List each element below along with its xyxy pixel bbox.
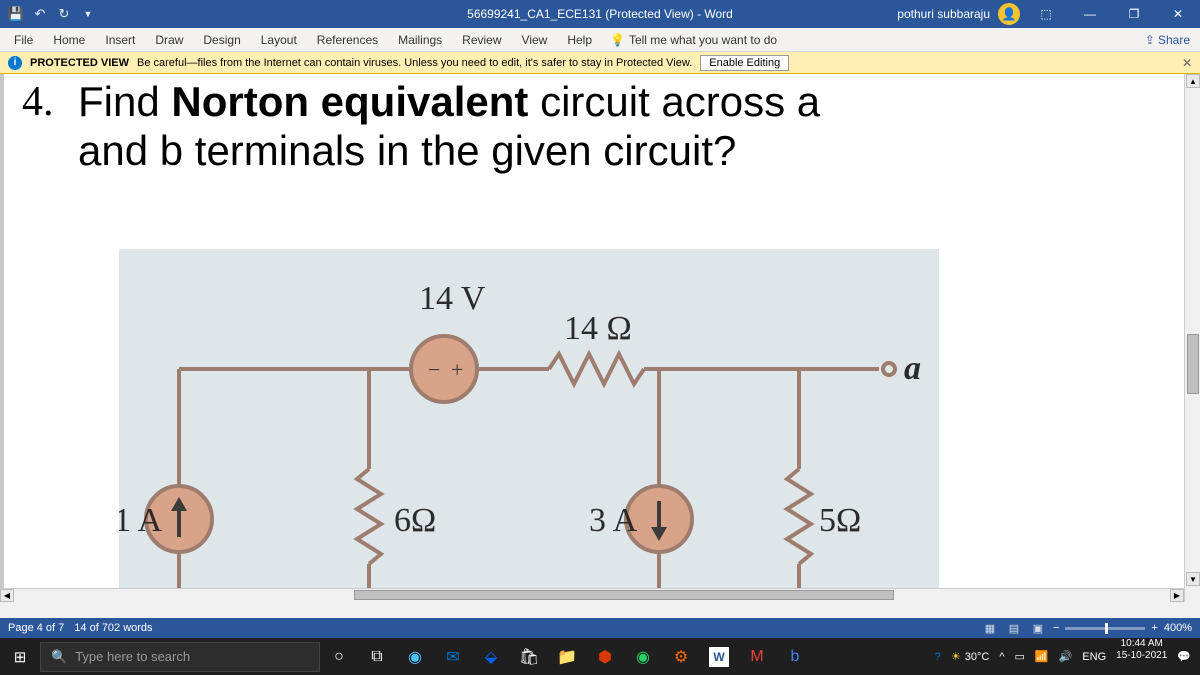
app-icon[interactable]: b [776, 638, 814, 675]
mail-icon[interactable]: ✉ [434, 638, 472, 675]
word-icon[interactable]: W [709, 647, 729, 667]
share-button[interactable]: ⇪ Share [1139, 31, 1196, 49]
volume-icon[interactable]: 🔊 [1054, 638, 1078, 675]
clock[interactable]: 10:44 AM 15-10-2021 [1111, 638, 1172, 675]
r5-label: 5Ω [819, 502, 861, 539]
cortana-icon[interactable]: ○ [320, 638, 358, 675]
tab-references[interactable]: References [307, 29, 388, 51]
ribbon-tabs: File Home Insert Draw Design Layout Refe… [0, 28, 1200, 52]
tab-mailings[interactable]: Mailings [388, 29, 452, 51]
scroll-down-icon[interactable]: ▼ [1186, 572, 1200, 586]
tab-file[interactable]: File [4, 29, 43, 51]
read-mode-icon[interactable]: ▦ [981, 620, 999, 636]
lightbulb-icon: 💡 [610, 33, 625, 47]
tell-me-box[interactable]: 💡 Tell me what you want to do [602, 33, 785, 47]
scroll-up-icon[interactable]: ▲ [1186, 74, 1200, 88]
svg-text:−: − [428, 357, 440, 382]
sun-icon: ☀ [951, 650, 961, 663]
tab-home[interactable]: Home [43, 29, 95, 51]
store-icon[interactable]: 🛍 [510, 638, 548, 675]
enable-editing-button[interactable]: Enable Editing [700, 55, 789, 71]
tab-help[interactable]: Help [557, 29, 602, 51]
terminal-a: a [904, 350, 921, 387]
maximize-button[interactable]: ❐ [1116, 0, 1152, 28]
settings-icon[interactable]: ⚙ [662, 638, 700, 675]
hscroll-thumb[interactable] [354, 590, 894, 600]
tab-view[interactable]: View [512, 29, 558, 51]
r-top-label: 14 Ω [564, 310, 632, 347]
scroll-thumb[interactable] [1187, 334, 1199, 394]
gmail-icon[interactable]: M [738, 638, 776, 675]
protected-view-bar: i PROTECTED VIEW Be careful—files from t… [0, 52, 1200, 74]
notifications-icon[interactable]: 💬 [1172, 638, 1196, 675]
zoom-slider[interactable] [1065, 627, 1145, 630]
undo-icon[interactable]: ↶ [32, 6, 48, 22]
scroll-left-icon[interactable]: ◀ [0, 589, 14, 602]
info-icon: i [8, 56, 22, 70]
language-indicator[interactable]: ENG [1077, 638, 1111, 675]
close-protected-bar-icon[interactable]: ✕ [1182, 56, 1192, 70]
help-icon[interactable]: ? [930, 638, 946, 675]
window-title: 56699241_CA1_ECE131 (Protected View) - W… [467, 7, 733, 21]
whatsapp-icon[interactable]: ◉ [624, 638, 662, 675]
zoom-level[interactable]: 400% [1164, 622, 1192, 634]
svg-text:+: + [451, 357, 463, 382]
protected-message: Be careful—files from the Internet can c… [137, 57, 692, 69]
edge-icon[interactable]: ◉ [396, 638, 434, 675]
start-button[interactable]: ⊞ [0, 638, 40, 675]
tab-review[interactable]: Review [452, 29, 511, 51]
tab-layout[interactable]: Layout [251, 29, 307, 51]
page-indicator[interactable]: Page 4 of 7 [8, 622, 64, 634]
document-page: 4. Find Norton equivalent circuit across… [4, 74, 1196, 602]
zoom-out-icon[interactable]: − [1053, 622, 1059, 634]
save-icon[interactable]: 💾 [8, 6, 24, 22]
task-view-icon[interactable]: ⧉ [358, 638, 396, 675]
i1-label: 1 A [119, 502, 163, 539]
wifi-icon[interactable]: 📶 [1030, 638, 1054, 675]
zoom-in-icon[interactable]: + [1151, 622, 1157, 634]
office-icon[interactable]: ⬢ [586, 638, 624, 675]
taskbar-search[interactable]: 🔍 Type here to search [40, 642, 320, 672]
tab-design[interactable]: Design [193, 29, 250, 51]
scroll-right-icon[interactable]: ▶ [1170, 589, 1184, 602]
web-layout-icon[interactable]: ▣ [1029, 620, 1047, 636]
search-icon: 🔍 [51, 649, 67, 665]
redo-icon[interactable]: ↻ [56, 6, 72, 22]
circuit-diagram: − + 14 V 14 Ω 1 A 6Ω 3 A 5Ω a b [119, 249, 939, 602]
question-text: Find Norton equivalent circuit across a … [78, 78, 820, 177]
status-bar: Page 4 of 7 14 of 702 words ▦ ▤ ▣ − + 40… [0, 618, 1200, 638]
protected-label: PROTECTED VIEW [30, 57, 129, 69]
horizontal-scrollbar[interactable]: ◀ ▶ [0, 588, 1184, 602]
share-icon: ⇪ [1145, 33, 1155, 47]
question-number: 4. [22, 78, 78, 177]
word-count[interactable]: 14 of 702 words [74, 622, 152, 634]
explorer-icon[interactable]: 📁 [548, 638, 586, 675]
user-name: pothuri subbaraju [897, 7, 990, 21]
taskbar: ⊞ 🔍 Type here to search ○ ⧉ ◉ ✉ ⬙ 🛍 📁 ⬢ … [0, 638, 1200, 675]
chevron-up-icon[interactable]: ^ [994, 638, 1009, 675]
dropbox-icon[interactable]: ⬙ [472, 638, 510, 675]
battery-icon[interactable]: ▭ [1009, 638, 1029, 675]
print-layout-icon[interactable]: ▤ [1005, 620, 1023, 636]
r6-label: 6Ω [394, 502, 436, 539]
minimize-button[interactable]: — [1072, 0, 1108, 28]
voltage-label: 14 V [419, 280, 486, 317]
ribbon-display-icon[interactable]: ⬚ [1028, 0, 1064, 28]
vertical-scrollbar[interactable]: ▲ ▼ [1184, 74, 1200, 602]
weather-widget[interactable]: ☀ 30°C [946, 638, 994, 675]
avatar[interactable]: 👤 [998, 3, 1020, 25]
tab-insert[interactable]: Insert [95, 29, 145, 51]
tab-draw[interactable]: Draw [145, 29, 193, 51]
close-button[interactable]: ✕ [1160, 0, 1196, 28]
qat-customize-icon[interactable]: ▼ [80, 6, 96, 22]
i3-label: 3 A [589, 502, 638, 539]
